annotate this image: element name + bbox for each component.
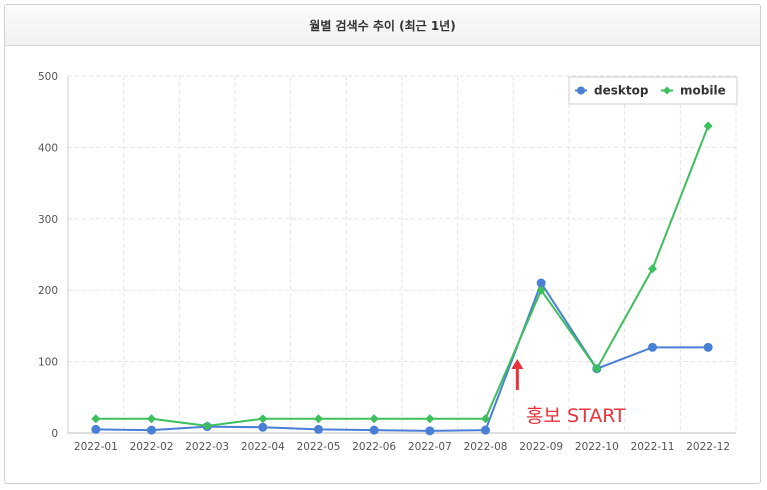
x-tick-label: 2022-05 — [297, 441, 341, 453]
legend-marker-desktop — [577, 86, 585, 95]
series-line-mobile — [95, 125, 710, 427]
data-point-mobile — [592, 364, 602, 374]
x-tick-label: 2022-09 — [519, 441, 563, 453]
x-tick-label: 2022-04 — [241, 441, 285, 453]
y-tick-label: 500 — [38, 71, 58, 83]
data-point-mobile — [703, 121, 713, 131]
legend-label-desktop: desktop — [594, 84, 649, 98]
x-tick-label: 2022-02 — [130, 441, 174, 453]
data-point-desktop — [425, 426, 435, 436]
data-point-desktop — [91, 424, 101, 434]
y-tick-label: 400 — [38, 142, 58, 154]
data-point-mobile — [258, 414, 268, 424]
annotation-text: 홍보 START — [526, 405, 626, 427]
y-tick-label: 300 — [38, 214, 58, 226]
data-point-desktop — [147, 425, 156, 435]
data-point-desktop — [648, 342, 657, 352]
data-point-desktop — [536, 278, 546, 288]
data-point-mobile — [369, 414, 379, 424]
data-point-desktop — [314, 424, 323, 434]
x-tick-label: 2022-07 — [408, 441, 452, 453]
x-tick-label: 2022-03 — [185, 441, 229, 453]
legend-label-mobile: mobile — [680, 84, 726, 98]
data-point-mobile — [425, 414, 435, 424]
data-point-mobile — [481, 414, 490, 424]
data-point-desktop — [703, 342, 713, 352]
x-tick-label: 2022-11 — [631, 441, 675, 453]
x-tick-label: 2022-12 — [686, 441, 730, 453]
data-point-desktop — [369, 425, 379, 435]
data-point-mobile — [314, 414, 323, 424]
y-tick-label: 0 — [51, 428, 58, 440]
legend-marker-mobile — [663, 86, 671, 95]
data-point-desktop — [258, 422, 268, 432]
y-tick-label: 200 — [38, 285, 58, 297]
legend-box — [568, 76, 738, 105]
y-tick-label: 100 — [38, 357, 58, 369]
annotation-arrow-head — [511, 359, 524, 369]
x-tick-label: 2022-10 — [575, 441, 619, 453]
chart-title: 월별 검색수 추이 (최근 1년) — [5, 5, 760, 46]
series-line-desktop — [95, 280, 709, 432]
data-point-desktop — [481, 425, 490, 435]
x-tick-label: 2022-01 — [74, 441, 118, 453]
data-point-mobile — [536, 285, 546, 295]
x-tick-label: 2022-06 — [352, 441, 396, 453]
data-point-mobile — [202, 421, 212, 431]
data-point-mobile — [91, 414, 101, 424]
data-point-mobile — [147, 414, 156, 424]
x-tick-label: 2022-08 — [464, 441, 508, 453]
data-point-mobile — [648, 264, 657, 274]
